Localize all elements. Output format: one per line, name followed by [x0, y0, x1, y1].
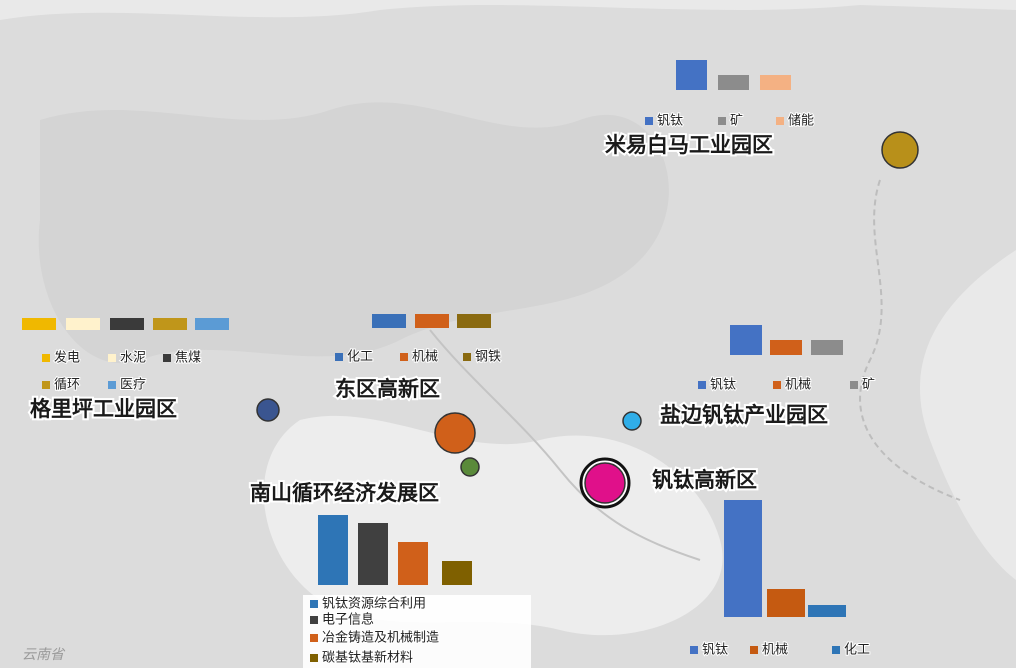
- legend-swatch: [832, 646, 840, 654]
- legend-swatch: [335, 353, 343, 361]
- map: 云南省 钒钛矿储能米易白马工业园区发电水泥焦煤循环医疗格里坪工业园区化工机械钢铁…: [0, 0, 1016, 668]
- legend-label: 焦煤: [175, 351, 201, 366]
- bar: [415, 314, 449, 328]
- legend-label: 冶金铸造及机械制造: [322, 630, 439, 646]
- legend-label: 矿: [862, 378, 875, 393]
- bar: [372, 314, 406, 328]
- legend-swatch: [690, 646, 698, 654]
- bar: [195, 318, 229, 330]
- legend-label: 储能: [788, 114, 814, 129]
- zone-marker: [882, 132, 918, 168]
- legend-swatch: [310, 616, 318, 624]
- legend-label: 水泥: [120, 351, 146, 366]
- bar: [153, 318, 187, 330]
- zone-label: 东区高新区: [335, 377, 440, 401]
- bar: [110, 318, 144, 330]
- legend-swatch: [163, 354, 171, 362]
- zone-label: 格里坪工业园区: [30, 397, 177, 421]
- bar: [318, 515, 348, 585]
- legend-label: 矿: [730, 114, 743, 129]
- bar: [770, 340, 802, 355]
- zone-label: 盐边钒钛产业园区: [660, 403, 828, 427]
- bar: [808, 605, 846, 617]
- legend-swatch: [718, 117, 726, 125]
- zone-marker: [623, 412, 641, 430]
- legend-label: 发电: [54, 350, 80, 366]
- legend-swatch: [310, 600, 318, 608]
- bar: [676, 60, 707, 90]
- legend-label: 化工: [844, 643, 870, 658]
- bar: [358, 523, 388, 585]
- bar: [66, 318, 100, 330]
- bar: [767, 589, 805, 617]
- legend-label: 钒钛: [657, 114, 683, 129]
- legend-swatch: [400, 353, 408, 361]
- legend-swatch: [310, 634, 318, 642]
- map-label: 云南省: [22, 647, 66, 663]
- bar: [457, 314, 491, 328]
- bar: [760, 75, 791, 90]
- legend-label: 钢铁: [475, 350, 501, 365]
- legend-label: 碳基钛基新材料: [322, 650, 413, 666]
- legend-label: 钒钛: [710, 378, 736, 393]
- legend-label: 钒钛: [702, 643, 728, 658]
- legend-swatch: [850, 381, 858, 389]
- bar: [730, 325, 762, 355]
- legend-swatch: [108, 381, 116, 389]
- legend-swatch: [773, 381, 781, 389]
- zone-label: 米易白马工业园区: [605, 133, 773, 157]
- zone-marker: [585, 463, 625, 503]
- legend-label: 机械: [785, 378, 811, 393]
- legend-label: 循环: [54, 378, 80, 393]
- legend-label: 钒钛资源综合利用: [322, 597, 426, 612]
- legend-label: 机械: [762, 643, 788, 658]
- zone-marker: [435, 413, 475, 453]
- bar: [724, 500, 762, 617]
- zone-label: 钒钛高新区: [652, 468, 757, 492]
- legend-swatch: [698, 381, 706, 389]
- legend-swatch: [310, 654, 318, 662]
- bar: [442, 561, 472, 585]
- legend-swatch: [645, 117, 653, 125]
- zone-marker: [461, 458, 479, 476]
- bar: [22, 318, 56, 330]
- zone-marker: [257, 399, 279, 421]
- legend-swatch: [750, 646, 758, 654]
- legend-label: 医疗: [120, 378, 146, 393]
- legend-label: 化工: [347, 350, 373, 365]
- bar: [718, 75, 749, 90]
- legend-swatch: [776, 117, 784, 125]
- legend-swatch: [463, 353, 471, 361]
- legend-swatch: [42, 381, 50, 389]
- legend-label: 电子信息: [322, 612, 374, 628]
- bar: [398, 542, 428, 585]
- legend-swatch: [42, 354, 50, 362]
- zone-label: 南山循环经济发展区: [250, 481, 439, 505]
- legend-label: 机械: [412, 350, 438, 365]
- bar: [811, 340, 843, 355]
- legend-swatch: [108, 354, 116, 362]
